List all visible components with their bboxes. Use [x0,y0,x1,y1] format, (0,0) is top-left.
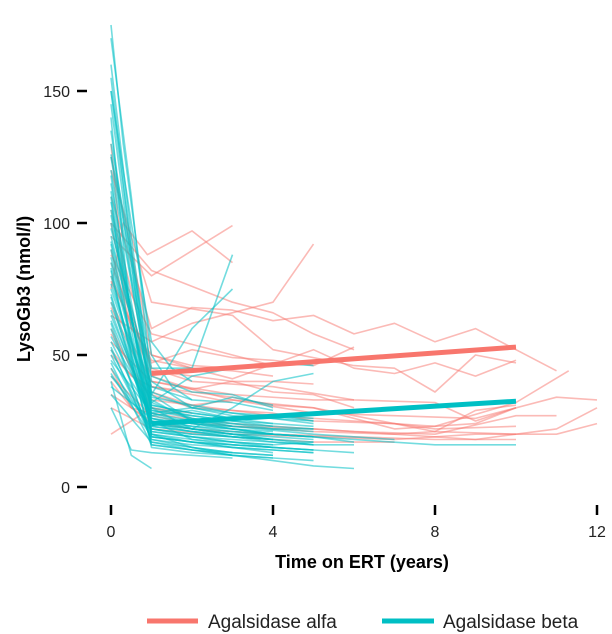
legend-label-beta: Agalsidase beta [443,612,579,633]
alfa-trajectory-6 [110,169,517,393]
beta-trajectory-51 [110,346,274,454]
x-axis: 0 4 8 12 [107,505,606,541]
beta-trajectory-48 [110,267,233,457]
alfa-trajectory-4 [110,196,557,372]
beta-trajectory-20 [110,381,152,470]
fit-lines [151,344,517,427]
beta-trajectory-43 [110,104,355,443]
y-tick-label-50: 50 [52,348,70,365]
x-tick-label-12: 12 [588,524,606,541]
beta-trajectory-25 [110,130,274,409]
beta-trajectory-36 [110,323,233,454]
legend: Agalsidase alfa Agalsidase beta [147,612,579,633]
beta-fit-line [151,398,517,427]
y-tick-label-100: 100 [43,216,70,233]
y-tick-label-150: 150 [43,84,70,101]
beta-trajectory-53 [110,373,314,451]
alfa-trajectory-1 [110,222,517,380]
x-tick-label-0: 0 [107,524,116,541]
alfa-trajectory-7 [110,262,517,422]
x-tick-label-4: 4 [269,524,278,541]
y-axis-title: LysoGb3 (nmol/l) [14,216,34,362]
x-tick-label-8: 8 [431,524,440,541]
beta-trajectory-27 [110,183,274,428]
beta-trajectory-41 [110,24,193,401]
legend-label-alfa: Agalsidase alfa [208,612,337,633]
alfa-fit-line [151,344,517,376]
beta-trajectory-49 [110,294,314,446]
beta-trajectory-50 [110,320,274,435]
y-axis: 0 50 100 150 [43,84,87,497]
beta-trajectory-55 [110,201,314,441]
y-tick-label-0: 0 [61,480,70,497]
x-axis-title: Time on ERT (years) [275,552,449,572]
alfa-trajectory-27 [110,222,355,351]
beta-trajectories [110,24,516,470]
beta-trajectory-23 [110,407,233,459]
